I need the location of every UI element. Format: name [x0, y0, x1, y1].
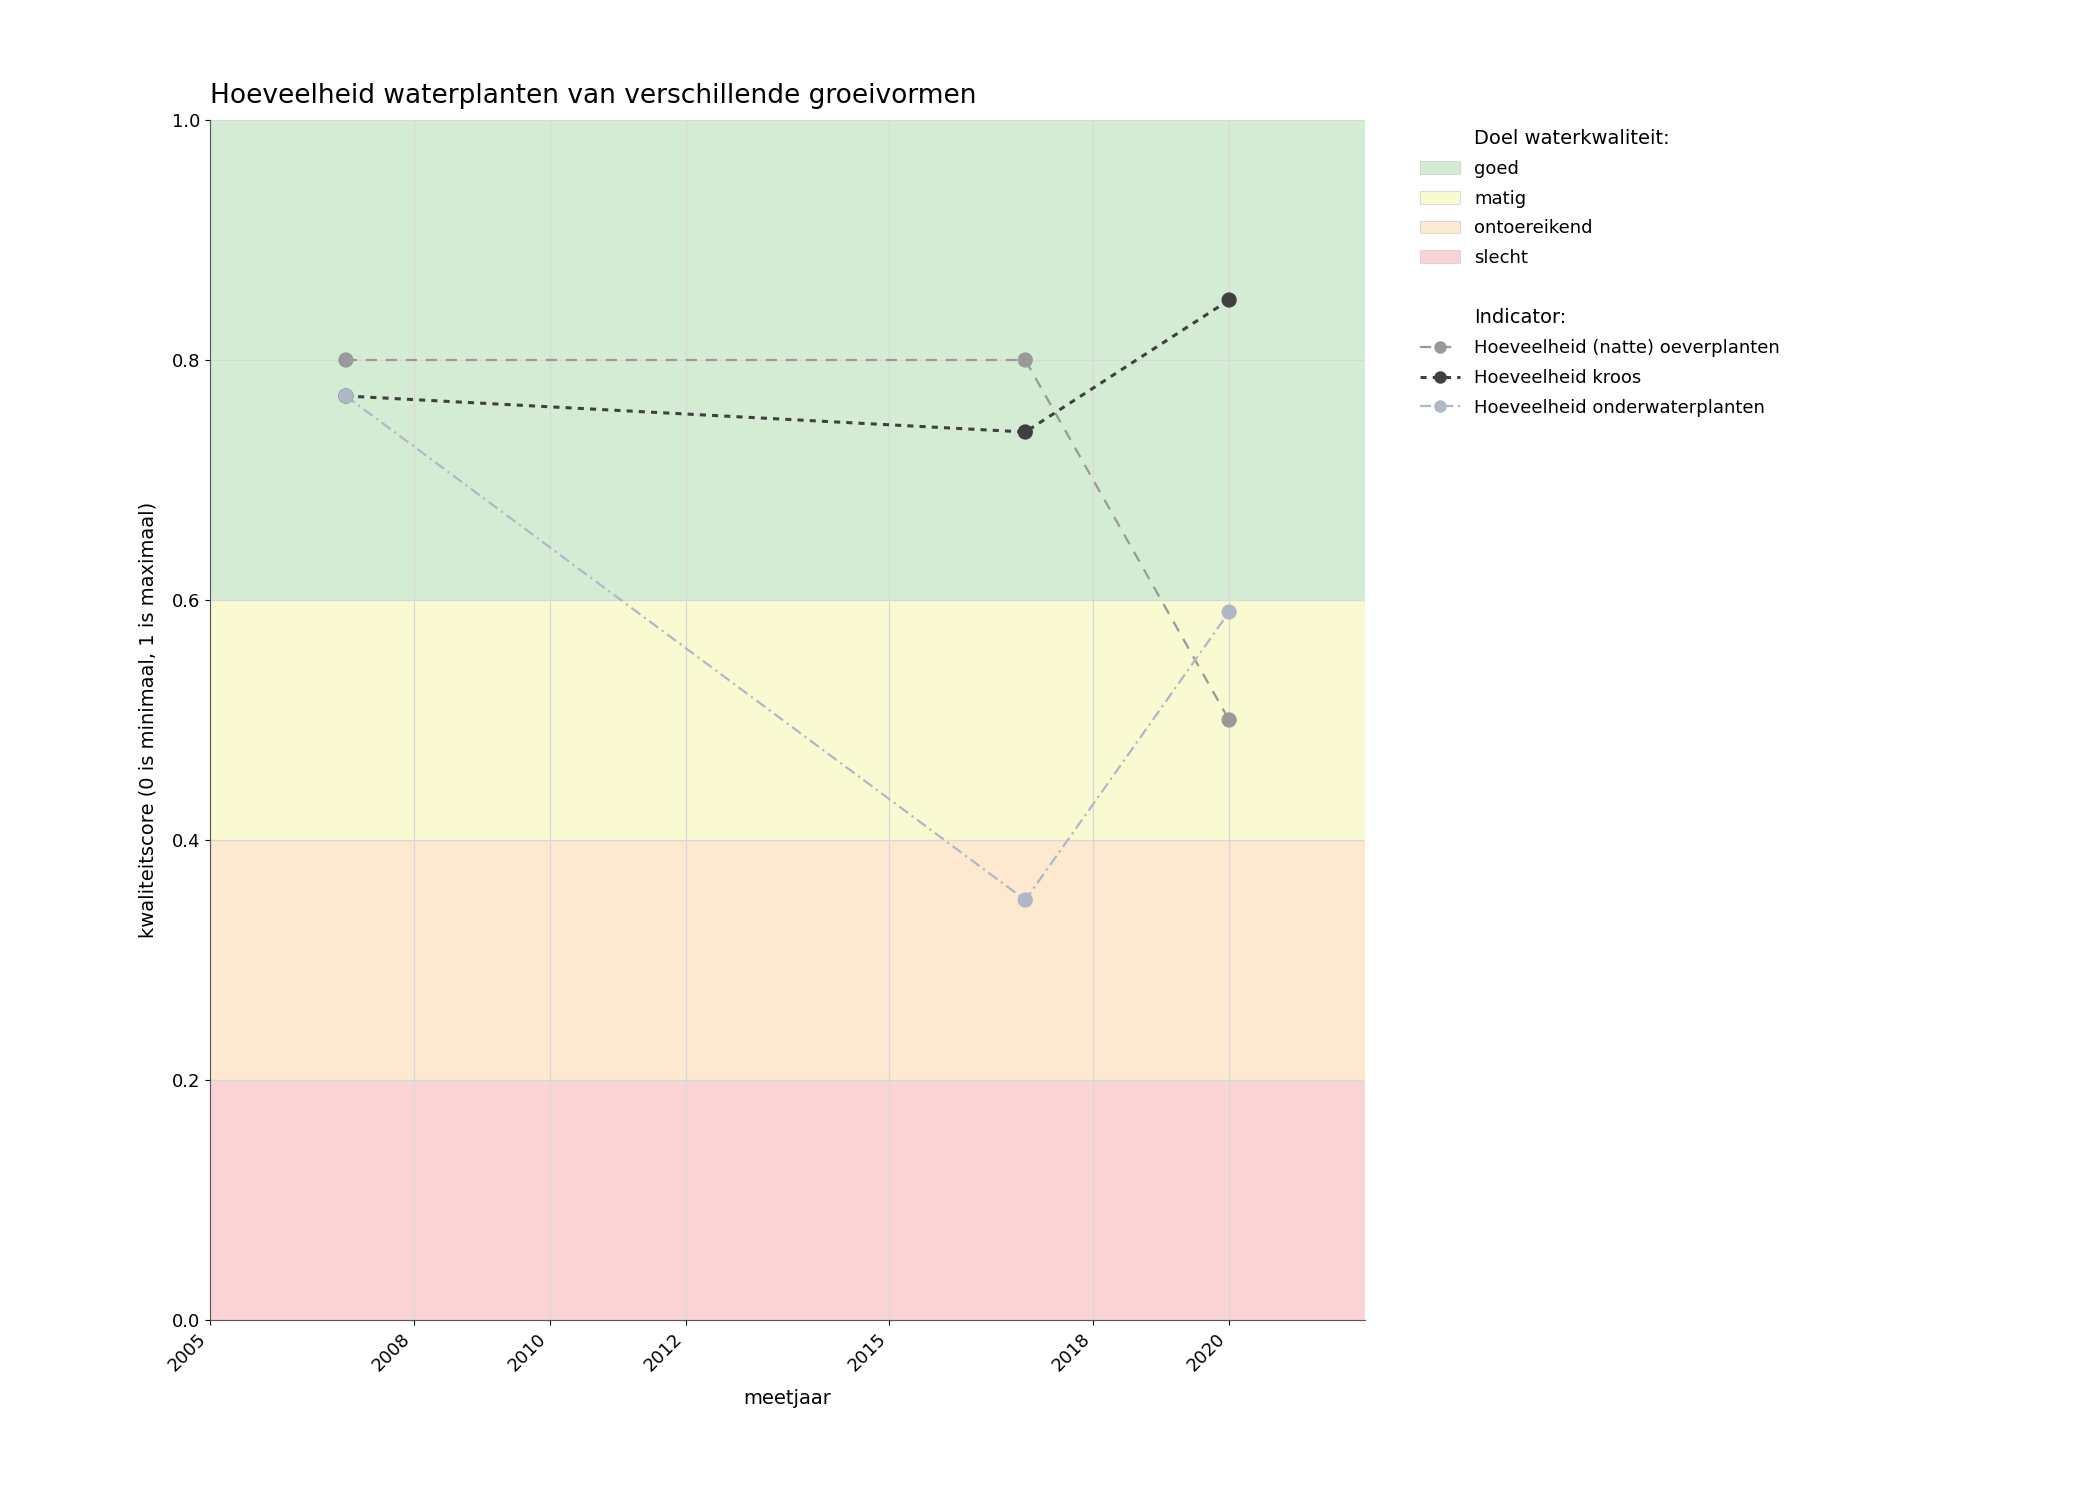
Point: [330, 384, 363, 408]
Text: Hoeveelheid waterplanten van verschillende groeivormen: Hoeveelheid waterplanten van verschillen…: [210, 84, 976, 110]
X-axis label: meetjaar: meetjaar: [743, 1389, 832, 1407]
Point: [1008, 888, 1042, 912]
Bar: [210, 600, 1365, 840]
Point: [1212, 708, 1245, 732]
Bar: [210, 120, 1365, 600]
Bar: [210, 1080, 1365, 1320]
Point: [1212, 600, 1245, 624]
Legend: Doel waterkwaliteit:, goed, matig, ontoereikend, slecht, , Indicator:, Hoeveelhe: Doel waterkwaliteit:, goed, matig, ontoe…: [1420, 129, 1781, 417]
Point: [1008, 420, 1042, 444]
Point: [330, 384, 363, 408]
Point: [330, 348, 363, 372]
Y-axis label: kwaliteitscore (0 is minimaal, 1 is maximaal): kwaliteitscore (0 is minimaal, 1 is maxi…: [139, 503, 157, 938]
Point: [1008, 348, 1042, 372]
Bar: [210, 840, 1365, 1080]
Point: [1212, 288, 1245, 312]
